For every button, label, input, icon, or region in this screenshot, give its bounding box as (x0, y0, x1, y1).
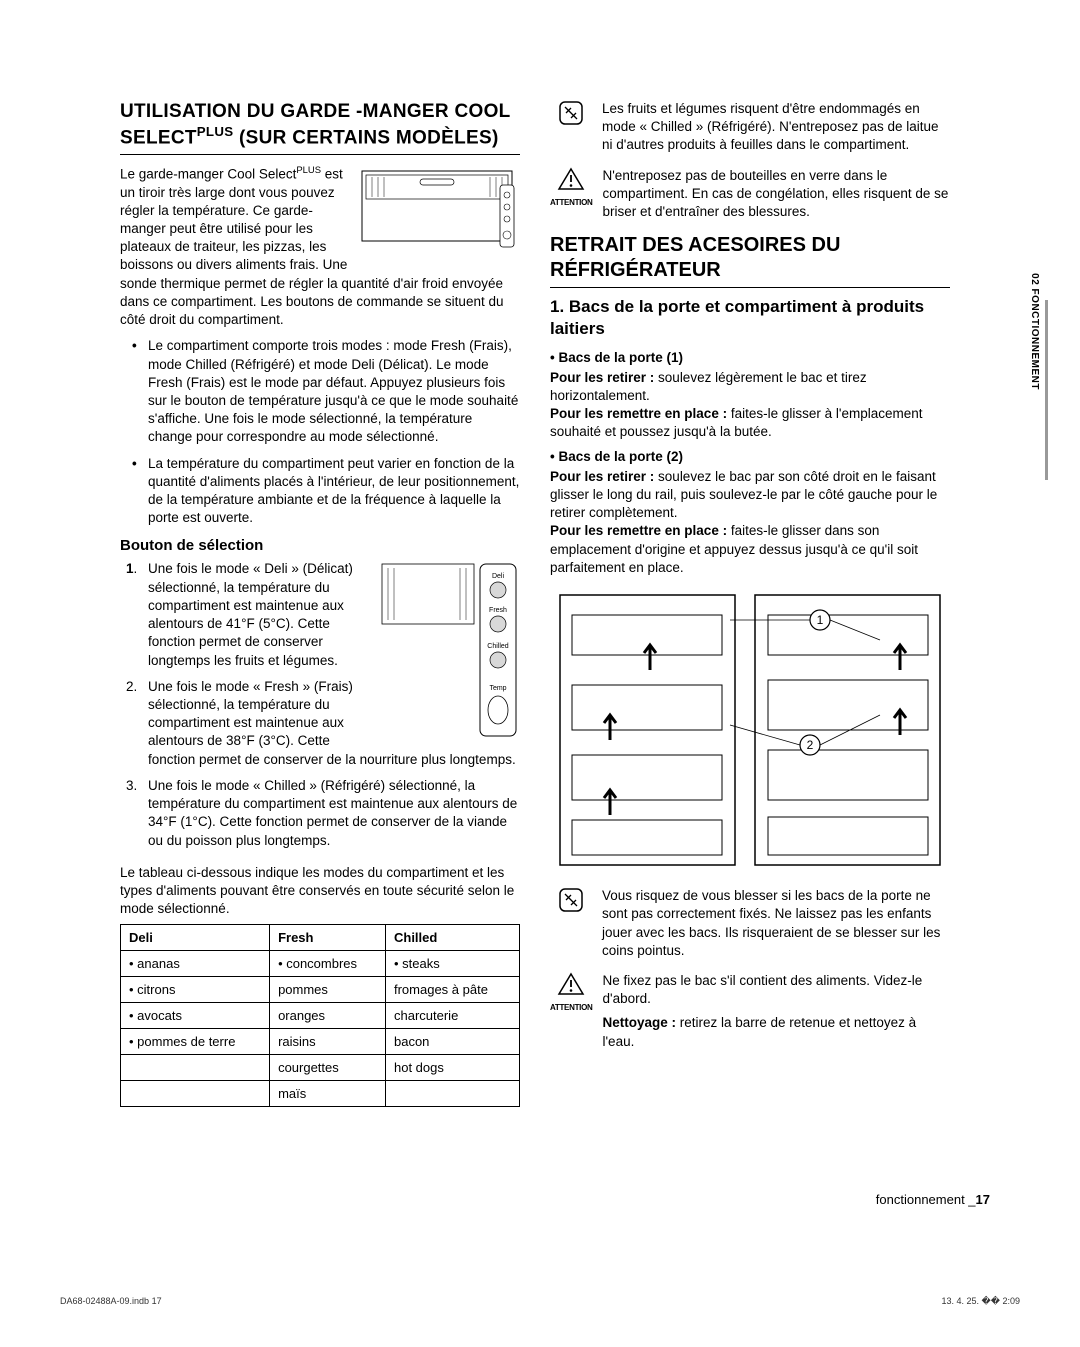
note-icon (558, 887, 584, 913)
table-row: courgetteshot dogs (121, 1055, 520, 1081)
label-bacs-2: Bacs de la porte (2) (550, 448, 950, 466)
right-column: Les fruits et légumes risquent d'être en… (550, 100, 950, 1107)
section-heading-cool-select: UTILISATION DU GARDE -MANGER COOL SELECT… (120, 100, 520, 155)
note-icon (558, 100, 584, 126)
h1-line2a: SELECT (120, 127, 197, 148)
h1-line1: UTILISATION DU GARDE -MANGER COOL (120, 101, 511, 122)
warning-glass-bottles: ATTENTION N'entreposez pas de bouteilles… (550, 167, 950, 222)
bacs1-replace: Pour les remettre en place : faites-le g… (550, 405, 950, 441)
table-cell: fromages à pâte (385, 977, 519, 1003)
attention-label: ATTENTION (550, 198, 592, 207)
warning-icon (557, 972, 585, 996)
bacs2-remove: Pour les retirer : soulevez le bac par s… (550, 468, 950, 523)
h1-line2b: (SUR CERTAINS MODÈLES) (233, 127, 498, 148)
bullet-modes: Le compartiment comporte trois modes : m… (138, 337, 520, 446)
h1-sup: PLUS (197, 124, 234, 139)
table-row: maïs (121, 1081, 520, 1107)
table-cell (121, 1055, 270, 1081)
table-cell: • concombres (270, 951, 386, 977)
th-chilled: Chilled (385, 925, 519, 951)
print-mark: DA68-02488A-09.indb 17 13. 4. 25. �� 2:0… (60, 1296, 1020, 1307)
table-cell: maïs (270, 1081, 386, 1107)
table-row: • pommes de terreraisinsbacon (121, 1029, 520, 1055)
table-row: • avocatsorangescharcuterie (121, 1003, 520, 1029)
table-cell: hot dogs (385, 1055, 519, 1081)
table-cell (385, 1081, 519, 1107)
page-footer: fonctionnement _17 (876, 1192, 990, 1207)
table-cell: oranges (270, 1003, 386, 1029)
label-bacs-1: Bacs de la porte (1) (550, 349, 950, 367)
table-cell: • avocats (121, 1003, 270, 1029)
cleaning-note: Nettoyage : retirez la barre de retenue … (602, 1014, 950, 1050)
bacs2-replace: Pour les remettre en place : faites-le g… (550, 522, 950, 577)
table-cell: • pommes de terre (121, 1029, 270, 1055)
table-cell (121, 1081, 270, 1107)
warning-empty-first: ATTENTION Ne fixez pas le bac s'il conti… (550, 972, 950, 1051)
th-deli: Deli (121, 925, 270, 951)
table-row: • citronspommesfromages à pâte (121, 977, 520, 1003)
table-intro: Le tableau ci-dessous indique les modes … (120, 864, 520, 919)
table-cell: charcuterie (385, 1003, 519, 1029)
bullet-temp-varies: La température du compartiment peut vari… (138, 455, 520, 528)
mode-food-table: Deli Fresh Chilled • ananas• concombres•… (120, 924, 520, 1107)
mode-fresh: 2.Une fois le mode « Fresh » (Frais) sél… (138, 678, 520, 769)
feature-bullets: Le compartiment comporte trois modes : m… (120, 337, 520, 527)
table-cell: • ananas (121, 951, 270, 977)
mode-deli: 1.Une fois le mode « Deli » (Délicat) sé… (138, 560, 520, 669)
section-heading-retrait: RETRAIT DES ACESOIRES DU RÉFRIGÉRATEUR (550, 233, 950, 288)
mode-list: 1.Une fois le mode « Deli » (Délicat) sé… (120, 560, 520, 849)
drawer-diagram (360, 165, 520, 255)
subheading-bacs: 1. Bacs de la porte et compartiment à pr… (550, 296, 950, 340)
print-date: 13. 4. 25. �� 2:09 (941, 1296, 1020, 1307)
fridge-door-diagram: 1 2 (550, 585, 950, 875)
note-injury-risk: Vous risquez de vous blesser si les bacs… (550, 887, 950, 960)
th-fresh: Fresh (270, 925, 386, 951)
mode-chilled: 3.Une fois le mode « Chilled » (Réfrigér… (138, 777, 520, 850)
svg-text:2: 2 (807, 738, 814, 752)
side-tab-label: 02 FONCTIONNEMENT (1029, 273, 1040, 390)
side-tab: 02 FONCTIONNEMENT (1030, 300, 1048, 480)
bacs1-remove: Pour les retirer : soulevez légèrement l… (550, 369, 950, 405)
table-cell: raisins (270, 1029, 386, 1055)
table-cell: courgettes (270, 1055, 386, 1081)
table-row: • ananas• concombres• steaks (121, 951, 520, 977)
subheading-bouton: Bouton de sélection (120, 537, 520, 554)
note-chilled-damage: Les fruits et légumes risquent d'être en… (550, 100, 950, 155)
warning-icon (557, 167, 585, 191)
print-file: DA68-02488A-09.indb 17 (60, 1296, 162, 1307)
svg-text:1: 1 (817, 613, 824, 627)
table-cell: pommes (270, 977, 386, 1003)
left-column: UTILISATION DU GARDE -MANGER COOL SELECT… (120, 100, 520, 1107)
attention-label: ATTENTION (550, 1003, 592, 1012)
table-cell: bacon (385, 1029, 519, 1055)
table-cell: • steaks (385, 951, 519, 977)
table-cell: • citrons (121, 977, 270, 1003)
